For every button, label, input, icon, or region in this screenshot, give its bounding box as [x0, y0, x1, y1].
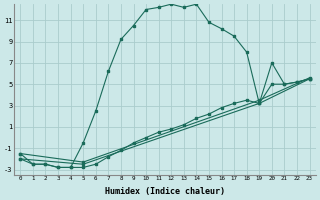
X-axis label: Humidex (Indice chaleur): Humidex (Indice chaleur) — [105, 187, 225, 196]
